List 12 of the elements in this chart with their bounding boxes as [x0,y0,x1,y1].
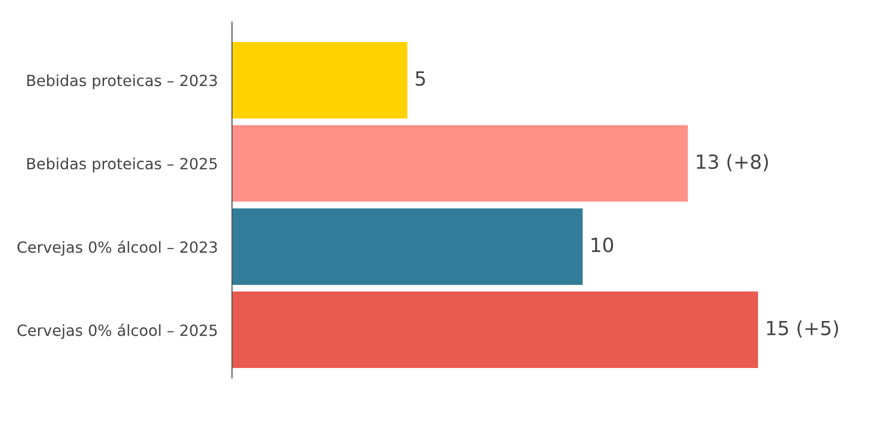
y-tick-label: Bebidas proteicas – 2023 [27,74,217,90]
bar [232,208,583,285]
data-label: 5 [416,71,425,86]
y-tick-label: Cervejas 0% álcool – 2025 [17,324,217,340]
y-tick-label: Cervejas 0% álcool – 2023 [17,240,217,256]
data-label: 15 (+5) [767,320,838,338]
y-tick-label: Bebidas proteicas – 2025 [27,158,217,172]
data-label: 10 [592,238,614,252]
bar [232,291,758,368]
bar [232,125,688,202]
data-label: 13 (+8) [696,154,768,172]
bar [232,42,408,118]
